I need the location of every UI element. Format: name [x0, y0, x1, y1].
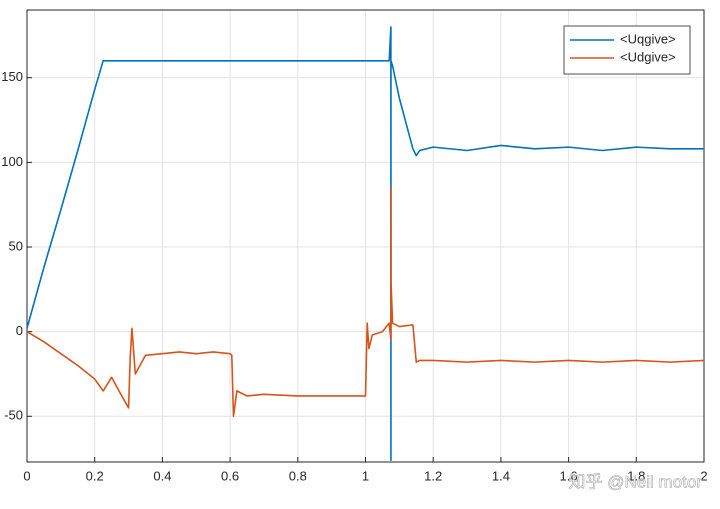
watermark: 知乎 @Neil motor — [569, 472, 703, 491]
x-tick-label: 0 — [23, 468, 30, 483]
y-tick-label: 150 — [1, 69, 23, 84]
y-tick-label: -50 — [4, 408, 23, 423]
y-tick-label: 50 — [9, 238, 23, 253]
y-tick-label: 0 — [16, 323, 23, 338]
x-tick-label: 0.4 — [153, 468, 171, 483]
plot-frame — [26, 9, 705, 463]
legend-label: <Udgive> — [620, 49, 676, 64]
x-tick-label: 2 — [700, 468, 707, 483]
y-tick-label: 100 — [1, 154, 23, 169]
legend-label: <Uqgive> — [620, 31, 676, 46]
x-tick-label: 0.2 — [86, 468, 104, 483]
x-tick-label: 0.6 — [221, 468, 239, 483]
x-tick-label: 1.6 — [560, 468, 578, 483]
legend-box — [563, 25, 691, 75]
data-line — [26, 186, 705, 418]
data-line — [26, 26, 704, 462]
x-tick-label: 1 — [362, 468, 369, 483]
x-tick-label: 1.4 — [492, 468, 510, 483]
x-tick-label: 1.8 — [627, 468, 645, 483]
x-tick-label: 1.2 — [424, 468, 442, 483]
legend: <Uqgive> <Udgive> — [563, 25, 691, 75]
x-tick-label: 0.8 — [289, 468, 307, 483]
